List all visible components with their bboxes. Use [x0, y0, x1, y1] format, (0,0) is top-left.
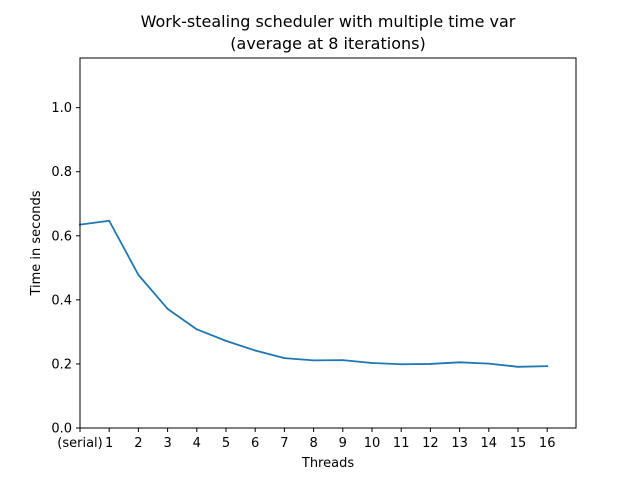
y-tick-label: 0.0 — [51, 422, 72, 437]
data-point — [108, 219, 111, 222]
y-tick-label: 0.8 — [51, 165, 72, 180]
data-point — [400, 363, 403, 366]
x-tick-label: 7 — [280, 436, 288, 451]
data-point — [283, 357, 286, 360]
plot-frame — [79, 57, 577, 429]
x-tick-label: 6 — [251, 436, 259, 451]
x-tick-label: 5 — [222, 436, 230, 451]
x-axis-ticks: (serial) 1 2 3 4 5 6 7 8 9 10 11 12 13 14 15 16 — [57, 428, 555, 451]
data-point — [254, 349, 257, 352]
y-tick-label: 0.6 — [51, 229, 72, 244]
data-point — [429, 363, 432, 365]
y-tick-label: 1.0 — [51, 101, 72, 116]
x-tick-label: 11 — [393, 436, 410, 451]
data-point — [458, 361, 461, 364]
data-point — [341, 359, 344, 361]
data-point — [517, 365, 519, 368]
x-axis-label: Threads — [301, 456, 354, 471]
x-tick-label: 13 — [451, 436, 468, 451]
x-tick-label: 16 — [539, 436, 556, 451]
x-tick-label: 15 — [510, 436, 527, 451]
data-point — [487, 362, 490, 365]
x-tick-label: 9 — [339, 436, 347, 451]
data-point — [166, 307, 169, 310]
data-point — [225, 339, 227, 342]
chart-title: Work-stealing scheduler with multiple ti… — [141, 12, 516, 31]
x-tick-label: 12 — [422, 436, 439, 451]
data-point — [137, 273, 140, 276]
y-axis-label: Time in seconds — [29, 190, 44, 296]
x-tick-label: 1 — [105, 436, 113, 451]
y-tick-label: 0.2 — [51, 357, 72, 372]
x-tick-label: 10 — [364, 436, 381, 451]
chart-subtitle: (average at 8 iterations) — [230, 34, 425, 53]
x-tick-label: 14 — [481, 436, 498, 451]
x-tick-label: 4 — [193, 436, 201, 451]
data-point — [371, 362, 373, 364]
x-tick-label: 3 — [163, 436, 171, 451]
x-tick-label: 8 — [309, 436, 317, 451]
data-point — [312, 359, 315, 362]
y-axis-ticks: 0.0 0.2 0.4 0.6 0.8 1.0 — [51, 101, 80, 437]
x-tick-label: 2 — [134, 436, 142, 451]
data-point — [195, 328, 198, 331]
data-point — [546, 365, 549, 368]
x-tick-label: (serial) — [57, 436, 102, 451]
y-tick-label: 0.4 — [51, 293, 72, 308]
